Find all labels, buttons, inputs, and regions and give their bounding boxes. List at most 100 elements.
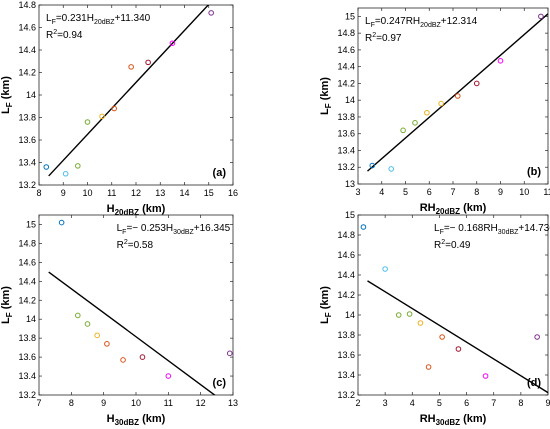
data-point — [84, 119, 91, 125]
y-tick-label: 13.4 — [18, 371, 36, 381]
data-point — [388, 166, 395, 172]
y-tick-label: 14 — [26, 90, 36, 100]
x-axis-title: RH30dBZ (km) — [420, 413, 487, 427]
x-tick-label: 3 — [355, 187, 360, 197]
y-tick-label: 13.6 — [18, 352, 36, 362]
x-tick-label: 16 — [228, 188, 238, 198]
equation-lhs: L — [117, 223, 123, 234]
x-tick-label: 5 — [437, 398, 442, 408]
y-axis-title-base: L — [319, 317, 331, 324]
x-tick-label: 13 — [155, 188, 165, 198]
panel-label: (c) — [213, 377, 227, 389]
x-tick-label: 8 — [36, 188, 41, 198]
data-point — [145, 59, 151, 66]
data-point — [417, 320, 424, 326]
regression-line — [48, 271, 216, 395]
y-tick-label: 15 — [26, 219, 36, 229]
data-point — [382, 266, 388, 272]
y-tick-label: 13.8 — [337, 330, 355, 340]
x-tick-label: 9 — [61, 188, 66, 198]
y-tick-label: 14.8 — [18, 0, 36, 10]
r-squared-sup: 2 — [124, 239, 128, 246]
x-tick-label: 11 — [107, 188, 116, 198]
y-axis-title-base: L — [319, 108, 331, 115]
r-squared-tail: =0.94 — [57, 30, 83, 41]
y-tick-label: 13.2 — [18, 390, 36, 400]
r-squared-sup: 2 — [53, 29, 57, 36]
data-point — [455, 346, 462, 352]
x-tick-label: 9 — [498, 187, 503, 197]
data-point — [439, 334, 445, 340]
equation-mid-sub: 30dBZ — [173, 229, 194, 236]
y-tick-label: 13.4 — [18, 158, 36, 168]
r-squared-sup: 2 — [441, 239, 445, 246]
x-axis-title-unit: (km) — [460, 202, 487, 214]
y-tick-label: 13.6 — [337, 129, 355, 139]
y-tick-label: 13.8 — [18, 113, 36, 123]
data-point — [104, 341, 110, 347]
x-tick-label: 7 — [491, 398, 496, 408]
plot-frame — [38, 4, 234, 186]
y-axis-title-unit: (km) — [319, 286, 331, 313]
y-tick-label: 13.4 — [337, 145, 355, 155]
regression-equation: LF=− 0.168RH30dBZ+14.736 — [434, 223, 550, 236]
data-point — [208, 10, 214, 16]
data-point — [482, 373, 489, 379]
panel-label: (b) — [527, 166, 541, 178]
regression-line — [367, 280, 548, 394]
x-tick-label: 10 — [519, 187, 529, 197]
y-tick-label: 14 — [345, 310, 355, 320]
regression-equation: LF=0.231H20dBZ+11.340 — [46, 13, 151, 26]
chart-panel-1: 8 9 10 11 12 13 14 15 16 13.2 13.4 13.6 13.8 14 14.2 14… — [0, 0, 238, 217]
x-tick-label: 6 — [427, 187, 432, 197]
x-tick-label: 14 — [179, 188, 189, 198]
data-point — [58, 219, 65, 226]
data-point — [406, 311, 413, 317]
data-point — [165, 373, 172, 379]
x-tick-label: 8 — [518, 398, 523, 408]
equation-tail: +14.736 — [518, 223, 550, 234]
x-tick-label: 10 — [82, 188, 92, 198]
x-tick-label: 8 — [69, 398, 74, 408]
data-point — [425, 364, 432, 370]
data-point — [226, 350, 233, 357]
r-squared-tail: =0.58 — [128, 240, 154, 251]
r-squared: R2=0.97 — [365, 32, 402, 44]
x-tick-label: 4 — [379, 187, 384, 197]
r-squared-base: R — [46, 30, 53, 41]
y-tick-label: 14.8 — [18, 238, 36, 248]
y-axis-title-sub: F — [5, 102, 14, 107]
y-axis-title: LF (km) — [0, 76, 14, 114]
chart-panel-2: 3 4 5 6 7 8 9 10 11 13 13.2 13.4 13.6 13.8 14 14.2 14.4 1… — [319, 7, 550, 216]
y-axis-title: LF (km) — [0, 286, 14, 324]
x-axis-title-base: RH — [420, 202, 436, 214]
y-tick-label: 13.8 — [337, 112, 355, 122]
data-point — [120, 357, 126, 363]
y-tick-label: 13.6 — [337, 350, 355, 360]
y-tick-label: 14.4 — [18, 276, 36, 286]
equation-mid: =− 0.168RH — [444, 223, 498, 234]
y-tick-label: 13.8 — [18, 333, 36, 343]
x-tick-label: 7 — [450, 187, 455, 197]
equation-tail: +16.345 — [194, 223, 231, 234]
data-point — [62, 170, 69, 177]
r-squared-sup: 2 — [372, 32, 376, 39]
data-point — [75, 312, 81, 319]
equation-lhs: L — [365, 16, 371, 27]
x-tick-label: 12 — [196, 398, 206, 408]
equation-tail: +12.314 — [441, 16, 478, 27]
y-tick-label: 15 — [345, 210, 355, 220]
data-point — [139, 354, 146, 360]
x-axis-title-base: H — [107, 203, 115, 215]
y-tick-label: 13.4 — [337, 370, 355, 380]
x-axis-title: H20dBZ (km) — [107, 203, 166, 217]
regression-equation: LF=− 0.253H30dBZ+16.345 — [117, 223, 231, 236]
r-squared-base: R — [365, 33, 372, 44]
x-tick-label: 10 — [131, 398, 141, 408]
y-tick-label: 14.2 — [18, 68, 36, 78]
y-axis-title-unit: (km) — [319, 77, 331, 104]
equation-lhs: L — [434, 223, 440, 234]
x-axis-title-unit: (km) — [139, 203, 166, 215]
x-axis-title-unit: (km) — [139, 413, 166, 425]
data-point — [169, 40, 176, 47]
